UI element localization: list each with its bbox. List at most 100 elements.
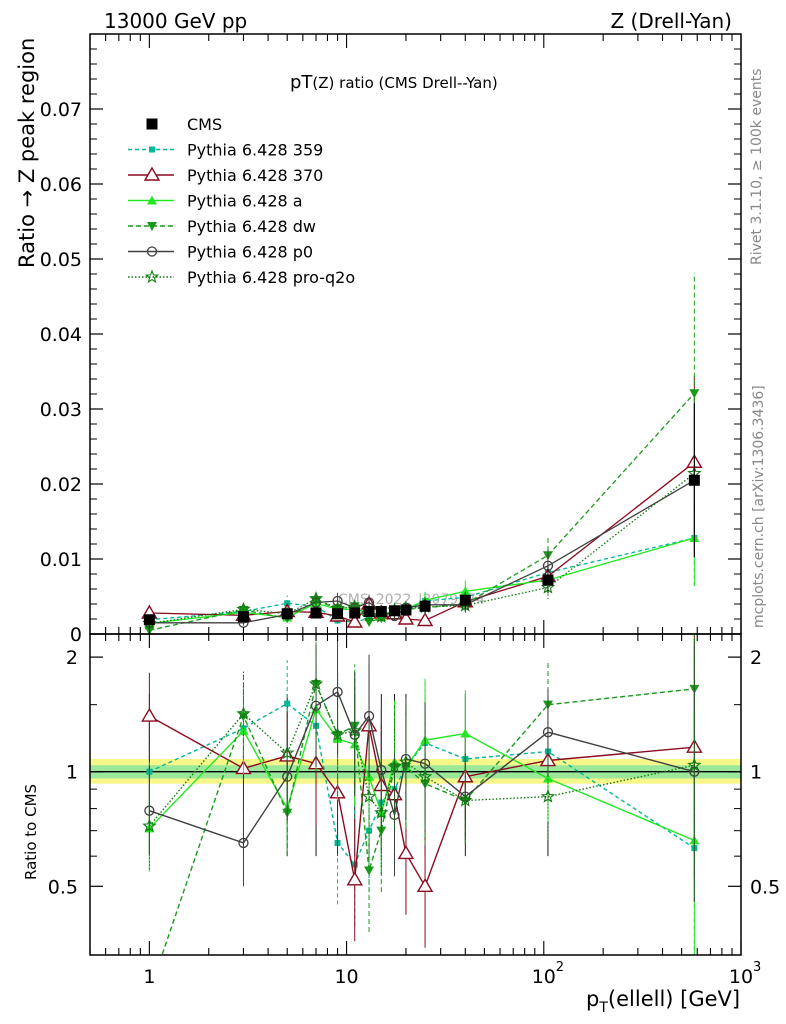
x-tick-label: 10 (334, 966, 358, 988)
ratio-point-pythia-6-428-a (460, 728, 471, 738)
legend-item-cms: CMS (146, 115, 222, 134)
ratio-frame (89, 633, 742, 956)
ratio-y-tick-label: 0.5 (48, 876, 78, 898)
main-panel: 0 0.01 0.02 0.03 0.04 0.05 0.06 0.07 (40, 33, 742, 646)
y-tick-label: 0.05 (40, 249, 82, 271)
main-title-main: pT (290, 72, 313, 93)
y-tick-label: 0.07 (40, 99, 82, 121)
ratio-y-tick-label: 2 (66, 647, 78, 669)
ratio-point-pythia-6-428-p0 (542, 727, 554, 738)
legend-label: CMS (187, 115, 222, 134)
legend-label: Pythia 6.428 a (187, 192, 303, 211)
ratio-point-pythia-6-428-pro-q2o (458, 792, 473, 807)
legend-marker (147, 195, 157, 205)
legend-label: Pythia 6.428 p0 (187, 243, 313, 262)
ratio-point-pythia-6-428-pro-q2o (398, 754, 414, 769)
main-series-group (141, 272, 703, 634)
rivet-label: Rivet 3.1.10, ≥ 100k events (749, 68, 765, 265)
data-point-pythia-6-428-370 (346, 613, 363, 628)
ratio-line-pythia-6-428-dw (161, 681, 695, 955)
ratio-point-pythia-6-428-pro-q2o (236, 706, 251, 720)
ratio-point-pythia-6-428-a (238, 725, 249, 735)
ratio-line-pythia-6-428-pro-q2o (148, 682, 695, 827)
ratio-pythia-6-428-pro-q2o (142, 634, 702, 896)
legend-marker (149, 146, 155, 153)
x-tick-label: 1 (143, 966, 155, 988)
ratio-point-pythia-6-428-pro-q2o (330, 727, 345, 741)
y-tick-label: 0.06 (40, 174, 82, 196)
ratio-point-pythia-6-428-pro-q2o (374, 805, 389, 819)
ratio-ylabel: Ratio to CMS (22, 784, 40, 880)
header-right: Z (Drell-Yan) (610, 9, 732, 33)
data-point-cms (459, 594, 471, 606)
ratio-y-tick-label-right: 2 (750, 647, 762, 669)
legend-item-pythia-6-428-a: Pythia 6.428 a (128, 192, 303, 211)
legend-label: Pythia 6.428 dw (187, 217, 316, 236)
data-point-cms (419, 600, 431, 612)
x-tick-exponent: 2 (556, 960, 564, 975)
data-point-cms (349, 607, 361, 619)
watermark: CMS_2022_I2079374 (338, 592, 485, 608)
legend-label: Pythia 6.428 pro-q2o (187, 268, 355, 287)
legend-item-pythia-6-428-dw: Pythia 6.428 dw (128, 217, 316, 236)
y-tick-label: 0.04 (40, 324, 82, 346)
legend-item-pythia-6-428-359: Pythia 6.428 359 (128, 141, 323, 160)
data-point-cms (143, 614, 155, 626)
ratio-point-pythia-6-428-pro-q2o (347, 723, 362, 737)
data-point-pythia-6-428-dw (364, 618, 375, 627)
mcplots-label: mcplots.cern.ch [arXiv:1306.3436] (751, 385, 767, 628)
ratio-y-tick-label-right: 0.5 (750, 876, 780, 898)
data-point-cms (389, 605, 401, 617)
data-point-cms (400, 604, 412, 616)
ratio-point-pythia-6-428-a (542, 773, 553, 783)
legend-marker (144, 269, 160, 284)
legend-marker (146, 246, 158, 257)
ratio-point-pythia-6-428-pro-q2o (361, 789, 377, 803)
series-pythia-6-428-dw (144, 272, 700, 634)
ratio-point-pythia-6-428-pro-q2o (142, 818, 157, 833)
data-point-cms (375, 606, 387, 617)
legend-label: Pythia 6.428 359 (187, 141, 323, 160)
series-pythia-6-428-370 (141, 376, 703, 628)
legend-item-pythia-6-428-pro-q2o: Pythia 6.428 pro-q2o (128, 268, 355, 287)
ratio-point-pythia-6-428-dw (144, 988, 154, 997)
legend: CMS Pythia 6.428 359 Pythia 6.428 370 Pythi… (128, 115, 355, 287)
data-point-pythia-6-428-a (460, 586, 471, 596)
legend-item-pythia-6-428-370: Pythia 6.428 370 (128, 166, 323, 185)
main-title: pT(Z) ratio (CMS Drell--Yan) (290, 72, 498, 93)
data-point-cms (281, 608, 293, 620)
legend-item-pythia-6-428-p0: Pythia 6.428 p0 (128, 243, 313, 262)
ratio-point-pythia-6-428-370 (397, 845, 415, 860)
ratio-point-pythia-6-428-359 (284, 700, 291, 707)
ratio-point-pythia-6-428-pro-q2o (687, 757, 702, 772)
data-point-pythia-6-428-p0 (332, 595, 343, 607)
ratio-panel: 0.5 0.51 12 21 10 10 2 10 3 (48, 633, 780, 997)
ratio-point-pythia-6-428-pro-q2o (280, 745, 295, 759)
main-title-sub: (Z) ratio (CMS Drell--Yan) (312, 74, 497, 92)
x-tick-label: 10 (532, 966, 556, 988)
xlabel-main: p (586, 987, 599, 1011)
ratio-pythia-6-428-a (144, 647, 700, 955)
legend-marker (143, 166, 161, 181)
ratio-band (90, 758, 741, 784)
data-point-cms (310, 607, 322, 619)
data-point-pythia-6-428-pro-q2o (308, 591, 324, 605)
xlabel-tail: (ellell) [GeV] (608, 987, 740, 1011)
y-tick-label: 0.03 (40, 399, 82, 421)
series-cms (143, 403, 700, 626)
legend-marker (147, 222, 157, 231)
ratio-point-pythia-6-428-dw (364, 866, 375, 876)
y-tick-label: 0.02 (40, 474, 82, 496)
data-point-cms (363, 606, 375, 617)
ratio-point-pythia-6-428-pro-q2o (417, 769, 433, 783)
y-tick-label: 0 (70, 624, 82, 646)
x-tick-exponent: 3 (753, 960, 761, 975)
ratio-point-pythia-6-428-pro-q2o (308, 676, 324, 691)
ratio-point-pythia-6-428-370 (416, 877, 434, 893)
legend-label: Pythia 6.428 370 (187, 166, 323, 185)
data-point-pythia-6-428-370 (397, 610, 415, 625)
data-point-pythia-6-428-dw (689, 389, 700, 399)
ratio-y-tick-label: 1 (66, 762, 78, 784)
x-tick-label: 10 (729, 966, 753, 988)
